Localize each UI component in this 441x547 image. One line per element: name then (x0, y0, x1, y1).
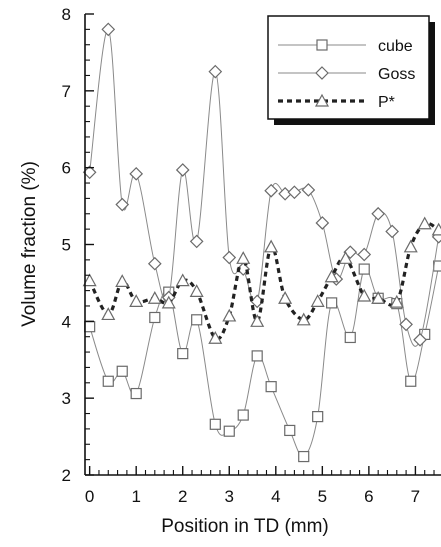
data-point (371, 291, 386, 304)
legend-items: cube Goss P* (278, 38, 415, 111)
data-point (326, 297, 338, 309)
data-point (147, 291, 162, 304)
legend-label: P* (378, 94, 395, 111)
x-axis-title: Position in TD (mm) (161, 516, 329, 537)
legend-marker (316, 39, 328, 51)
series-layer (82, 22, 441, 463)
data-point (310, 294, 325, 307)
data-point (82, 273, 97, 287)
legend-marker (314, 93, 330, 107)
data-point (189, 234, 204, 249)
data-point (315, 216, 330, 230)
series-line (89, 265, 440, 458)
data-point (251, 350, 263, 362)
data-point (222, 250, 237, 265)
data-point (175, 273, 190, 287)
data-point (399, 317, 413, 332)
ticks: 2 3 4 5 6 7 8 0 1 2 3 4 5 6 7 (62, 5, 435, 506)
y-tick-label: 8 (62, 5, 71, 24)
series-line (88, 221, 440, 341)
data-point (357, 288, 372, 302)
data-point (389, 294, 404, 308)
y-tick-label: 5 (62, 236, 71, 255)
data-point (175, 163, 190, 177)
x-tick-label: 6 (364, 487, 373, 506)
data-point (358, 263, 370, 275)
data-point (405, 375, 417, 387)
data-point (338, 251, 353, 264)
data-point (208, 64, 223, 79)
data-point (177, 348, 189, 360)
x-tick-label: 1 (131, 487, 140, 506)
data-point (149, 311, 161, 324)
data-point (417, 216, 432, 230)
y-axis-title: Volume fraction (%) (19, 161, 40, 327)
data-point (431, 222, 441, 236)
data-point (116, 365, 128, 377)
data-point (115, 274, 130, 287)
data-point (223, 425, 235, 437)
y-tick-label: 3 (62, 389, 71, 408)
series-line (89, 28, 440, 347)
y-tick-label: 4 (62, 312, 71, 331)
data-point (264, 183, 278, 198)
data-point (287, 185, 302, 200)
data-point (298, 450, 310, 463)
data-point (284, 424, 296, 437)
x-tick-label: 5 (318, 487, 327, 506)
data-point (208, 330, 223, 344)
x-tick-label: 4 (271, 487, 280, 506)
data-point (265, 381, 277, 393)
data-point (357, 247, 372, 262)
data-point (237, 409, 249, 421)
data-point (301, 183, 316, 197)
data-point (102, 375, 114, 387)
legend-label: cube (378, 38, 413, 55)
data-point (129, 294, 144, 307)
data-point (115, 197, 130, 212)
legend-marker (315, 66, 329, 80)
data-point (101, 22, 116, 37)
series-cube (84, 260, 441, 463)
data-point (147, 256, 162, 271)
data-point (403, 239, 418, 253)
data-point (278, 291, 293, 304)
data-point (296, 312, 311, 326)
series-p (82, 216, 441, 344)
data-point (371, 206, 386, 221)
data-point (130, 387, 142, 400)
x-tick-label: 2 (178, 487, 187, 506)
x-tick-label: 3 (225, 487, 234, 506)
data-point (385, 224, 399, 239)
data-point (413, 332, 427, 347)
data-point (312, 411, 324, 423)
legend: cube Goss P* (267, 15, 435, 125)
data-point (191, 314, 203, 326)
data-point (189, 284, 204, 297)
x-tick-label: 7 (411, 487, 420, 506)
data-point (324, 269, 339, 283)
data-point (222, 308, 237, 322)
y-tick-label: 7 (62, 82, 71, 101)
data-point (101, 307, 116, 321)
data-point (209, 418, 221, 430)
data-point (161, 295, 176, 309)
legend-label: Goss (378, 66, 415, 83)
x-tick-label: 0 (85, 487, 94, 506)
data-point (129, 166, 144, 181)
y-tick-label: 2 (62, 466, 71, 485)
data-point (264, 239, 279, 253)
series-goss (82, 22, 441, 347)
data-point (236, 251, 251, 264)
data-point (84, 321, 96, 333)
data-point (344, 331, 356, 344)
data-point (250, 314, 265, 327)
y-tick-label: 6 (62, 159, 71, 178)
legend-box (267, 15, 430, 120)
